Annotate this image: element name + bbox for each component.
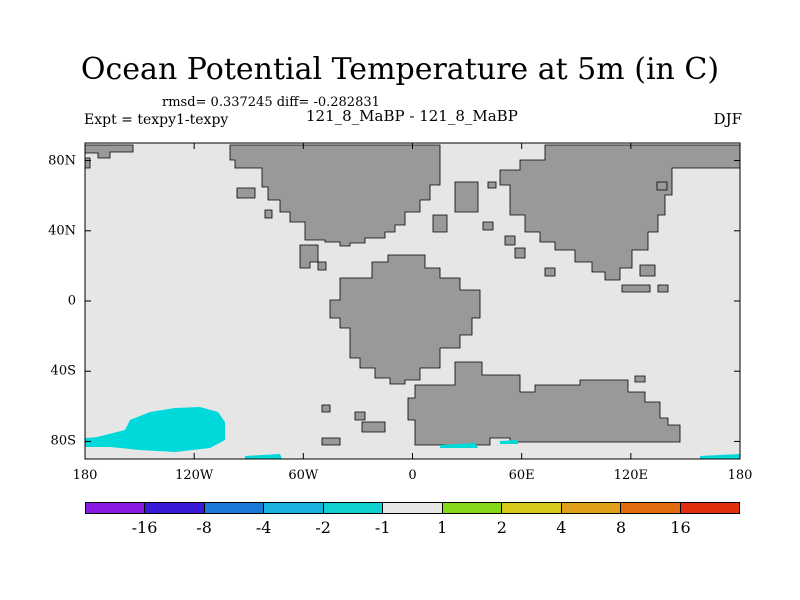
- land-central-america-1: [299, 244, 319, 269]
- season-label: DJF: [713, 110, 742, 128]
- land-north-islet-2: [264, 209, 273, 219]
- lat-tick-label: 0: [67, 293, 76, 309]
- land-mideast-3: [544, 267, 556, 277]
- land-antarctica: [407, 361, 681, 446]
- land-masses: [84, 144, 741, 446]
- lon-tick-label: 60W: [288, 468, 319, 483]
- colorbar-label: -16: [131, 518, 158, 537]
- colorbar-label: 1: [437, 518, 448, 537]
- axis-ticks: [84, 143, 741, 459]
- lon-tick-label: 120E: [613, 468, 648, 483]
- land-north-islet-1: [236, 187, 256, 199]
- colorbar-label: -2: [315, 518, 331, 537]
- anomaly-antarctic-coast: [440, 443, 478, 448]
- land-se-asia-3: [657, 284, 669, 293]
- anomaly-antarctic-coast-east: [500, 440, 518, 444]
- land-antarctic-islet-2: [354, 411, 366, 421]
- colorbar-swatch: [204, 503, 265, 513]
- lon-tick-label: 120W: [175, 468, 214, 483]
- colorbar-label: -8: [196, 518, 212, 537]
- colorbar-label: 2: [496, 518, 507, 537]
- land-se-asia-1: [639, 264, 656, 277]
- experiment-label: Expt = texpy1-texpy: [84, 112, 229, 128]
- colorbar: [85, 502, 740, 514]
- anomaly-south-pacific-west: [85, 436, 115, 446]
- land-se-asia-2: [621, 284, 651, 293]
- colorbar-label: 16: [670, 518, 691, 537]
- lon-tick-label: 60E: [508, 468, 535, 483]
- land-antarctic-islet-3: [361, 421, 386, 433]
- anomaly-far-east: [700, 454, 740, 459]
- land-europe-island: [454, 181, 479, 213]
- land-asia: [499, 144, 741, 281]
- anomaly-south-pacific-sliver: [245, 454, 282, 459]
- colorbar-label: 4: [556, 518, 567, 537]
- lat-tick-label: 80S: [50, 433, 76, 449]
- colorbar-swatch: [502, 503, 562, 513]
- land-north-islet-5: [656, 181, 668, 191]
- land-central-america-2: [317, 261, 327, 271]
- colorbar-label: -4: [255, 518, 272, 537]
- land-mideast-1: [504, 235, 516, 246]
- colorbar-swatch: [621, 503, 681, 513]
- colorbar-swatch: [680, 503, 739, 513]
- lat-tick-label: 40N: [48, 223, 76, 239]
- colorbar-swatch: [145, 503, 205, 513]
- land-antarctic-islet-5: [634, 375, 646, 383]
- lat-tick-label: 40S: [50, 363, 76, 379]
- subtitle: 121_8_MaBP - 121_8_MaBP: [306, 107, 518, 125]
- colorbar-label: 8: [615, 518, 626, 537]
- lon-tick-label: 180: [727, 468, 753, 483]
- colorbar-swatch: [86, 503, 146, 513]
- land-small-islet: [84, 157, 91, 169]
- land-antarctic-islet-1: [321, 404, 331, 413]
- lat-tick-label: 80N: [48, 153, 76, 169]
- land-africa: [329, 254, 481, 385]
- stats-text: rmsd= 0.337245 diff= -0.282831: [162, 95, 380, 110]
- colorbar-swatch: [264, 503, 324, 513]
- land-north-islet-4: [487, 181, 497, 189]
- lon-tick-label: 0: [408, 468, 417, 483]
- colorbar-swatch: [442, 503, 503, 513]
- lon-tick-label: 180: [72, 468, 98, 483]
- colorbar-swatch: [383, 503, 443, 513]
- anomaly-regions: [85, 407, 740, 459]
- anomaly-south-pacific: [85, 407, 225, 452]
- land-mideast-2: [514, 247, 526, 259]
- colorbar-label: -1: [374, 518, 391, 537]
- land-north-islet-3: [482, 221, 494, 231]
- colorbar-swatch: [323, 503, 384, 513]
- land-antarctic-islet-4: [321, 437, 341, 446]
- colorbar-swatch: [561, 503, 622, 513]
- land-north-america: [229, 144, 441, 247]
- map-title: Ocean Potential Temperature at 5m (in C): [80, 52, 720, 87]
- land-arctic-island: [84, 144, 134, 159]
- land-europe-islet: [432, 214, 448, 233]
